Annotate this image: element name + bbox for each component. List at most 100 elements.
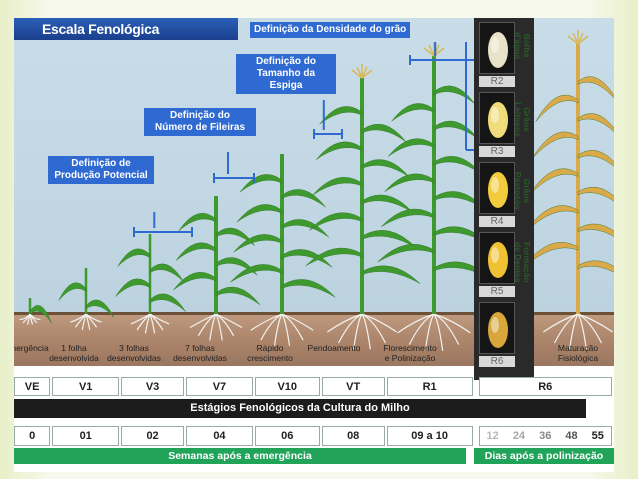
leaf (239, 174, 283, 193)
leaf (215, 257, 258, 276)
tassel (423, 47, 435, 57)
root (260, 313, 283, 341)
day-value: 36 (539, 430, 552, 442)
leaf (230, 264, 283, 283)
leaf (233, 234, 283, 253)
leaf (388, 138, 435, 157)
days-caption: Dias após a polinização (474, 448, 614, 464)
grain-image (479, 92, 515, 144)
root (361, 313, 397, 333)
soil-surface-line (14, 312, 614, 315)
stage-code-cell: VT (321, 377, 385, 396)
leaf (381, 208, 435, 227)
leaf (85, 299, 115, 318)
leaf (215, 286, 261, 305)
weeks-cell: 06 (254, 426, 320, 446)
day-value: 48 (565, 430, 578, 442)
tassel (577, 32, 584, 45)
root (424, 313, 435, 352)
leaf (577, 260, 614, 273)
grain-image (479, 162, 515, 214)
leaf (577, 76, 614, 99)
leaf (384, 173, 435, 192)
root (209, 313, 217, 341)
stage-code-cell: VE (14, 377, 51, 396)
leaf (433, 85, 475, 104)
leaf (115, 278, 151, 297)
weeks-cell: 04 (186, 426, 253, 446)
stage-code-cell: R6 (478, 377, 612, 396)
root (361, 313, 371, 350)
root (577, 313, 613, 333)
grain-image (479, 232, 515, 284)
root (577, 313, 587, 350)
label-fileiras: Definição do Número de Fileiras (144, 108, 256, 136)
leaf (528, 168, 579, 196)
leaf (319, 106, 363, 125)
leaf (236, 204, 283, 223)
grain-stage-label: Formação de Dentes (513, 242, 533, 283)
grain-image (479, 22, 515, 74)
tassel (361, 69, 373, 79)
leaf (281, 219, 329, 238)
stage-code-row: VE V1 V3 V7 V10 VT R1 R6 (14, 377, 614, 396)
root (408, 313, 435, 345)
stage-code-cell: V7 (186, 377, 253, 396)
root (553, 313, 579, 344)
weeks-cell: 08 (321, 426, 385, 446)
stage-code-cell: R1 (386, 377, 473, 396)
leaf (173, 271, 217, 291)
stage-name: Florescimento e Polinização (383, 343, 437, 363)
grain-stage-label: Grãos Leitosos (513, 102, 533, 137)
root (281, 313, 314, 331)
root (215, 313, 235, 337)
root (433, 313, 444, 352)
grain-stage-code: R5 (479, 286, 515, 297)
weeks-caption: Semanas após a emergência (14, 448, 466, 464)
leaf (577, 186, 614, 202)
leaf (149, 263, 184, 282)
grain-image (479, 302, 515, 354)
leaf (305, 247, 363, 266)
tassel (567, 35, 579, 45)
day-value: 55 (591, 430, 604, 442)
leaf (178, 212, 217, 232)
root (281, 313, 291, 346)
stage-name: Maturação Fisiológica (557, 343, 599, 363)
grain-stage-label: Bolha d'água (513, 32, 533, 60)
stage-code-cell: V10 (254, 377, 320, 396)
stage-name: 3 folhas desenvolvidas (107, 343, 161, 363)
root (215, 313, 223, 341)
tassel (572, 32, 579, 45)
plants-illustration (19, 30, 614, 352)
day-value: 12 (486, 430, 499, 442)
leaf (215, 227, 255, 246)
root (85, 313, 102, 323)
root (433, 313, 471, 334)
leaf (316, 141, 363, 160)
leaf (577, 223, 614, 237)
weeks-cell: 09 a 10 (386, 426, 473, 446)
weeks-cell: 0 (14, 426, 51, 446)
leaf (175, 242, 217, 261)
tassel (577, 35, 589, 45)
leaf (281, 249, 333, 268)
stage-code-cell: V1 (52, 377, 120, 396)
stage-code-cell: V3 (121, 377, 185, 396)
leaf (377, 243, 435, 263)
label-tamanho: Definição do Tamanho da Espiga (236, 54, 336, 94)
leaf (281, 189, 326, 208)
leaf (58, 282, 87, 301)
root (149, 313, 170, 325)
leaf (117, 248, 151, 267)
leaf (281, 279, 336, 298)
root (29, 313, 41, 321)
days-cell: 12 24 36 48 55 (478, 426, 612, 446)
root (337, 313, 363, 344)
grain-stage-code: R4 (479, 216, 515, 227)
phenology-panel: Escala Fenológica Definição da Densidade… (14, 18, 614, 472)
root (81, 313, 87, 330)
tassel (356, 66, 363, 79)
tassel (361, 66, 368, 79)
